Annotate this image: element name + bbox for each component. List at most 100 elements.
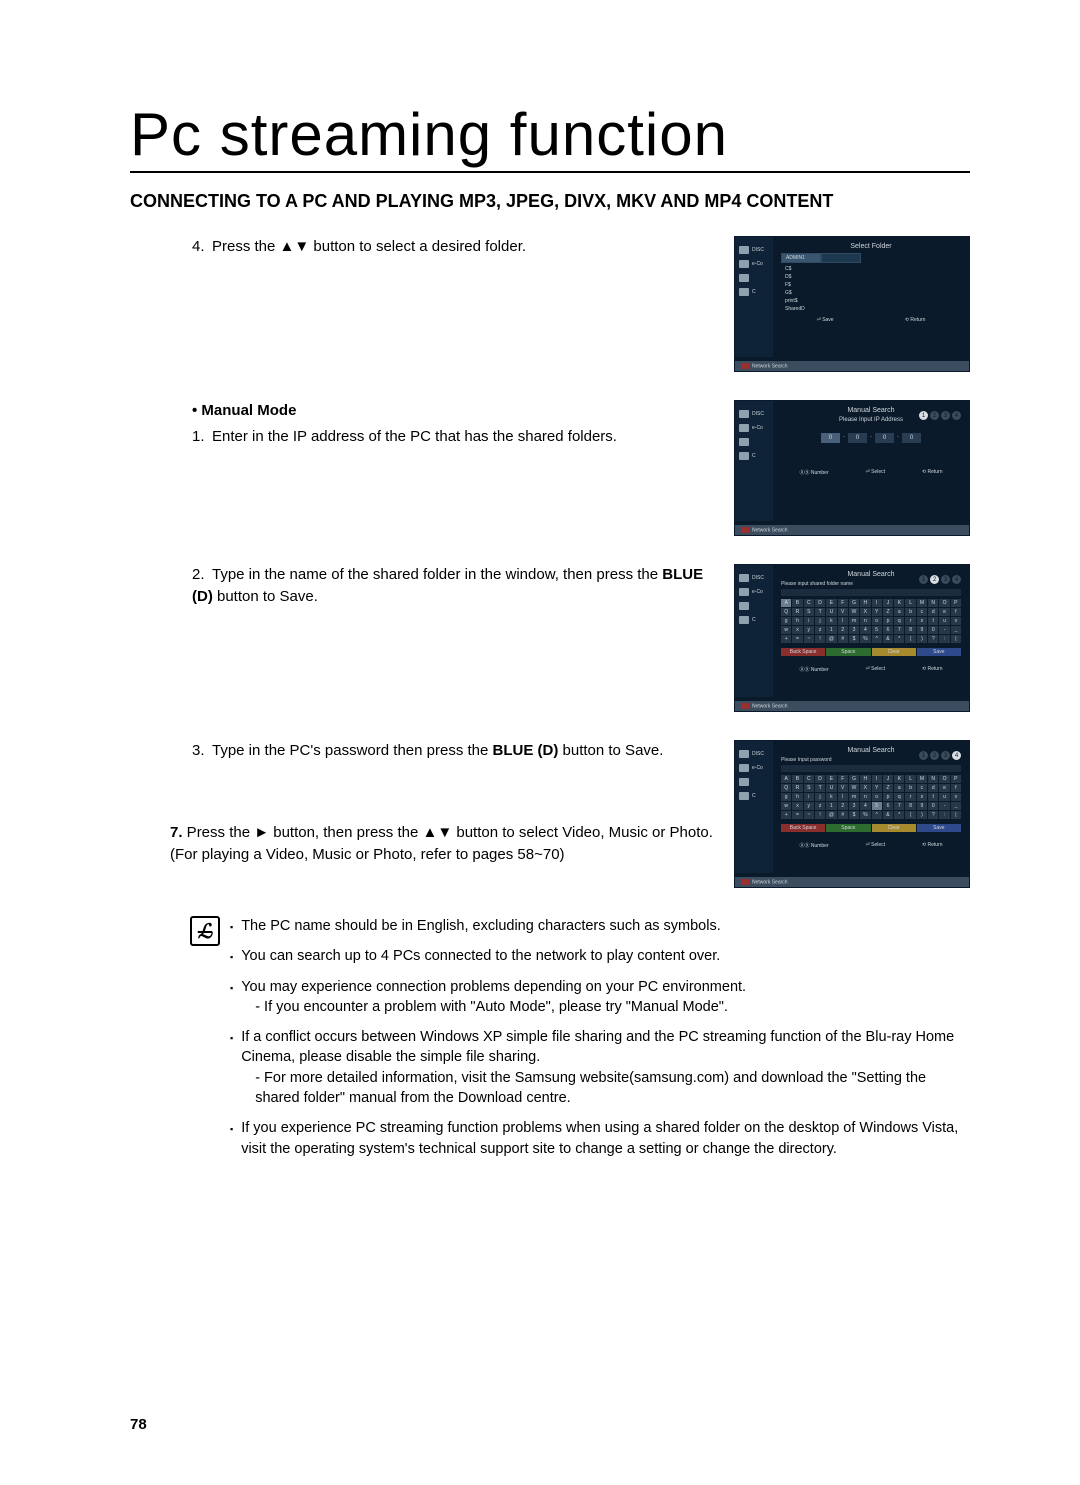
key[interactable]: Z	[883, 608, 893, 616]
key[interactable]: r	[905, 793, 915, 801]
key[interactable]: !	[815, 811, 825, 819]
key[interactable]: O	[939, 599, 949, 607]
key[interactable]: 4	[860, 626, 870, 634]
key[interactable]: ?	[928, 635, 938, 643]
key[interactable]: T	[815, 608, 825, 616]
key[interactable]: )	[917, 811, 927, 819]
key[interactable]: l	[838, 793, 848, 801]
key[interactable]: Q	[781, 608, 791, 616]
key[interactable]: ~	[804, 635, 814, 643]
key[interactable]: Y	[872, 608, 882, 616]
key[interactable]: m	[849, 793, 859, 801]
key[interactable]: F	[838, 775, 848, 783]
key[interactable]: H	[860, 599, 870, 607]
key[interactable]: x	[792, 802, 802, 810]
key[interactable]: s	[917, 793, 927, 801]
key[interactable]: 2	[838, 626, 848, 634]
key[interactable]: y	[804, 626, 814, 634]
key[interactable]: Z	[883, 784, 893, 792]
key[interactable]: _	[951, 802, 961, 810]
key[interactable]: W	[849, 608, 859, 616]
key[interactable]: &	[883, 811, 893, 819]
key[interactable]: 9	[917, 802, 927, 810]
key[interactable]: ?	[928, 811, 938, 819]
key[interactable]: 3	[849, 802, 859, 810]
key[interactable]: L	[905, 599, 915, 607]
key[interactable]: c	[917, 608, 927, 616]
key[interactable]: :	[939, 635, 949, 643]
key[interactable]: q	[894, 793, 904, 801]
key[interactable]: D	[815, 599, 825, 607]
key[interactable]: I	[872, 775, 882, 783]
key[interactable]: w	[781, 802, 791, 810]
folder-item[interactable]: D$	[781, 273, 961, 281]
key[interactable]: B	[792, 599, 802, 607]
key[interactable]: h	[792, 793, 802, 801]
key[interactable]: E	[826, 599, 836, 607]
key[interactable]: k	[826, 617, 836, 625]
folder-item[interactable]: G$	[781, 289, 961, 297]
key[interactable]: 8	[905, 802, 915, 810]
key[interactable]: q	[894, 617, 904, 625]
key[interactable]: !	[815, 635, 825, 643]
key[interactable]: P	[951, 599, 961, 607]
key[interactable]: =	[792, 635, 802, 643]
key[interactable]: Y	[872, 784, 882, 792]
key[interactable]: i	[804, 793, 814, 801]
key[interactable]: l	[838, 617, 848, 625]
key[interactable]: c	[917, 784, 927, 792]
key[interactable]: %	[860, 635, 870, 643]
key[interactable]: h	[792, 617, 802, 625]
key[interactable]: e	[939, 608, 949, 616]
key[interactable]: (	[905, 635, 915, 643]
key[interactable]: n	[860, 617, 870, 625]
key[interactable]: z	[815, 626, 825, 634]
key[interactable]: T	[815, 784, 825, 792]
onscreen-keyboard[interactable]: ABCDEFGHIJKLMNOPQRSTUVWXYZabcdefghijklmn…	[781, 775, 961, 819]
key[interactable]: V	[838, 784, 848, 792]
key[interactable]: |	[951, 811, 961, 819]
key[interactable]: -	[939, 626, 949, 634]
key[interactable]: S	[804, 784, 814, 792]
key[interactable]: R	[792, 608, 802, 616]
key[interactable]: I	[872, 599, 882, 607]
text-input[interactable]	[781, 589, 961, 596]
soft-space[interactable]: Space	[826, 824, 870, 832]
key[interactable]: d	[928, 608, 938, 616]
key[interactable]: g	[781, 793, 791, 801]
key[interactable]: 5	[872, 626, 882, 634]
key[interactable]: p	[883, 793, 893, 801]
key[interactable]: 4	[860, 802, 870, 810]
key[interactable]: |	[951, 635, 961, 643]
key[interactable]: %	[860, 811, 870, 819]
ip-octet[interactable]: 0	[821, 433, 840, 443]
key[interactable]: g	[781, 617, 791, 625]
key[interactable]: B	[792, 775, 802, 783]
key[interactable]: 7	[894, 626, 904, 634]
key[interactable]: )	[917, 635, 927, 643]
key[interactable]: U	[826, 784, 836, 792]
key[interactable]: o	[872, 793, 882, 801]
key[interactable]: W	[849, 784, 859, 792]
soft-save[interactable]: Save	[917, 648, 961, 656]
key[interactable]: V	[838, 608, 848, 616]
key[interactable]: @	[826, 811, 836, 819]
key[interactable]: E	[826, 775, 836, 783]
key[interactable]: N	[928, 775, 938, 783]
key[interactable]: K	[894, 775, 904, 783]
key[interactable]: J	[883, 775, 893, 783]
key[interactable]: (	[905, 811, 915, 819]
key[interactable]: y	[804, 802, 814, 810]
key[interactable]: u	[939, 793, 949, 801]
key[interactable]: J	[883, 599, 893, 607]
key[interactable]: 7	[894, 802, 904, 810]
key[interactable]: C	[804, 775, 814, 783]
key[interactable]: 2	[838, 802, 848, 810]
key[interactable]: z	[815, 802, 825, 810]
key[interactable]: 1	[826, 626, 836, 634]
key[interactable]: ^	[872, 635, 882, 643]
key[interactable]: v	[951, 793, 961, 801]
key[interactable]: +	[781, 811, 791, 819]
key[interactable]: $	[849, 811, 859, 819]
key[interactable]: 6	[883, 626, 893, 634]
